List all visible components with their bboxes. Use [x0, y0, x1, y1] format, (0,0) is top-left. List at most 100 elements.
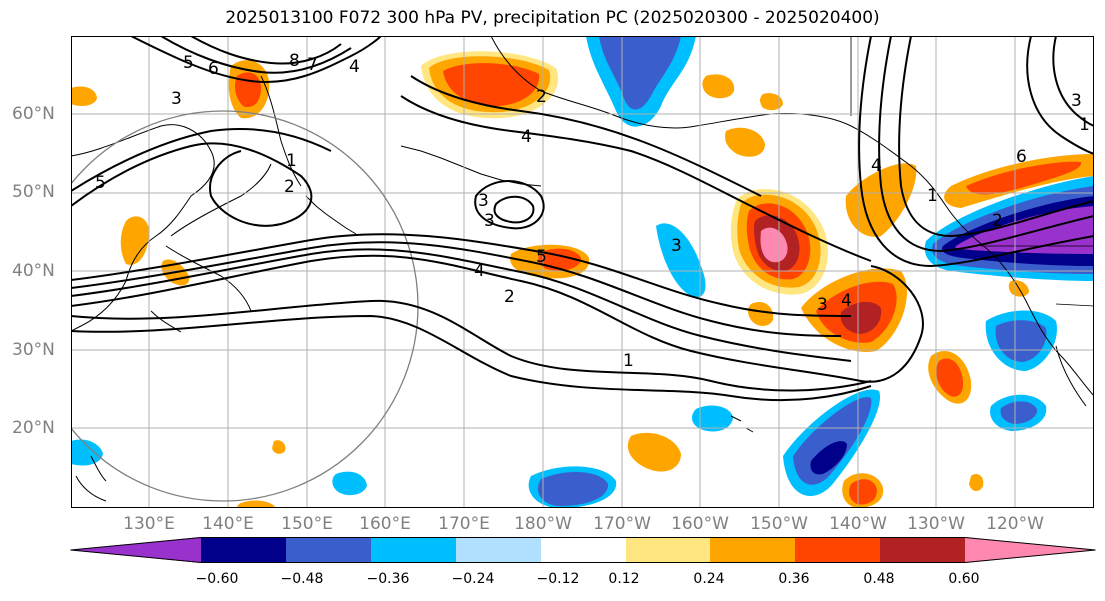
coast-hawaii — [730, 415, 754, 433]
contour-label: 2 — [504, 287, 515, 307]
border-us-mexico — [1055, 303, 1094, 307]
coast-asia — [71, 124, 215, 332]
pv-contour-ridge-2 — [1052, 36, 1094, 127]
shade-pos-bering-inner — [443, 63, 540, 106]
colorbar-bin — [201, 537, 286, 563]
pv-contour-low — [474, 180, 545, 230]
colorbar-outline — [70, 537, 1096, 563]
pv-contour-ridge — [1026, 36, 1094, 155]
contour-labels: 5 6 8 7 4 3 1 2 5 2 1 4 3 3 5 4 2 3 1 4 … — [95, 51, 1090, 371]
shade-pos-130w-core — [936, 358, 964, 397]
pv-contour-trough-1 — [858, 36, 1094, 268]
pv-contour-trough-2 — [878, 36, 1094, 253]
contour-label: 4 — [349, 57, 360, 77]
pv-contour-north-3 — [130, 36, 382, 83]
shade-pos-ak-se — [702, 74, 735, 99]
pv-contour-north-2 — [71, 128, 332, 192]
shade-pos-150e — [236, 500, 276, 508]
pv-contours — [71, 36, 1094, 402]
contour-label: 2 — [284, 177, 295, 197]
contour-label: 6 — [208, 59, 219, 79]
colorbar-bin — [286, 537, 371, 563]
contour-label: 5 — [183, 53, 194, 73]
shade-pos-ak-s — [760, 93, 783, 111]
pv-contour-north-1 — [71, 142, 313, 227]
shade-pos-canada-core — [966, 161, 1082, 195]
colorbar-tick-label: 0.24 — [693, 571, 725, 587]
pv-contour-north-5 — [190, 36, 342, 65]
lon-label-130w: 130°W — [907, 514, 965, 534]
contour-label: 4 — [871, 156, 882, 176]
lat-label-50n: 50°N — [12, 182, 55, 202]
shade-neg-hawaii — [691, 405, 733, 432]
lon-label-120w: 120°W — [986, 514, 1044, 534]
pv-contour-4 — [71, 233, 852, 317]
contour-label: 4 — [474, 261, 485, 281]
lon-label-170w: 170°W — [593, 514, 651, 534]
contour-label: 6 — [1016, 147, 1027, 167]
pv-contour-2 — [71, 248, 852, 362]
contour-label: 3 — [171, 89, 182, 109]
lon-label-160e: 160°E — [359, 514, 411, 534]
coast-mexico — [1055, 345, 1087, 407]
colorbar-tick-label: −0.60 — [195, 571, 239, 587]
lon-label-140e: 140°E — [202, 514, 254, 534]
colorbar-tick-label: 0.60 — [948, 571, 980, 587]
colorbar-bins — [70, 537, 1096, 563]
colorbar-bin — [541, 537, 626, 563]
contour-label: 1 — [623, 351, 634, 371]
colorbar-bin — [456, 537, 541, 563]
shade-neg-baja-core — [995, 320, 1047, 362]
contour-label: 8 — [289, 51, 300, 71]
contour-label: 2 — [536, 87, 547, 107]
contour-label: 3 — [478, 191, 489, 211]
shade-pos-w-edge — [71, 86, 97, 106]
colorbar-bin — [626, 537, 710, 563]
shade-pos-165w — [627, 432, 681, 472]
pv-contour-3 — [71, 241, 842, 337]
coastlines — [71, 36, 1094, 502]
contour-label: 3 — [484, 211, 495, 231]
contour-label: 7 — [307, 55, 318, 75]
colorbar-bin — [795, 537, 880, 563]
lon-label-130e: 130°E — [123, 514, 175, 534]
shade-pos-gulf — [845, 163, 917, 237]
pv-contour-1 — [71, 254, 924, 383]
contour-label: 1 — [286, 151, 297, 171]
colorbar-tick-label: −0.48 — [280, 571, 324, 587]
pv-contour-5 — [71, 299, 872, 392]
lon-label-140w: 140°W — [829, 514, 887, 534]
pv-contour-bering — [400, 95, 872, 262]
contour-label: 1 — [1079, 115, 1090, 135]
pv-contour-bering-2 — [410, 75, 762, 197]
colorbar-tick-label: 0.12 — [608, 571, 640, 587]
lat-label-20n: 20°N — [12, 418, 55, 438]
coast-kurils — [305, 195, 357, 235]
colorbar-bin — [710, 537, 795, 563]
shade-neg-w-edge — [71, 439, 103, 466]
lon-label-150w: 150°W — [750, 514, 808, 534]
colorbar-tick-label: 0.36 — [778, 571, 810, 587]
shade-neg-170e — [332, 471, 367, 496]
contour-label: 4 — [841, 291, 852, 311]
map-panel: 5 6 8 7 4 3 1 2 5 2 1 4 3 3 5 4 2 3 1 4 … — [71, 36, 1094, 508]
shade-pos-tiny2 — [969, 474, 984, 492]
shade-neg-hawaii-sw-core — [537, 471, 609, 506]
shade-pos-140w-dark — [840, 301, 882, 334]
pv-contour-6 — [71, 314, 872, 402]
lon-label-150e: 150°E — [281, 514, 333, 534]
coast-aleutians — [400, 145, 542, 187]
shade-neg-alaska-core — [599, 36, 681, 110]
shade-pos-140w-south-core — [849, 479, 877, 505]
contour-label: 3 — [1071, 91, 1082, 111]
coast-alaska — [490, 36, 947, 207]
radius-circle — [71, 110, 419, 502]
contour-label: 5 — [95, 173, 106, 193]
shade-pos-120e — [120, 216, 150, 265]
lat-label-60n: 60°N — [12, 104, 55, 124]
lon-label-170e: 170°E — [438, 514, 490, 534]
pv-contour-trough-3 — [898, 36, 1094, 238]
shade-neg-mexico-core — [1000, 401, 1038, 424]
shade-neg-140w-sub-navy — [810, 441, 847, 475]
colorbar — [70, 537, 1096, 563]
